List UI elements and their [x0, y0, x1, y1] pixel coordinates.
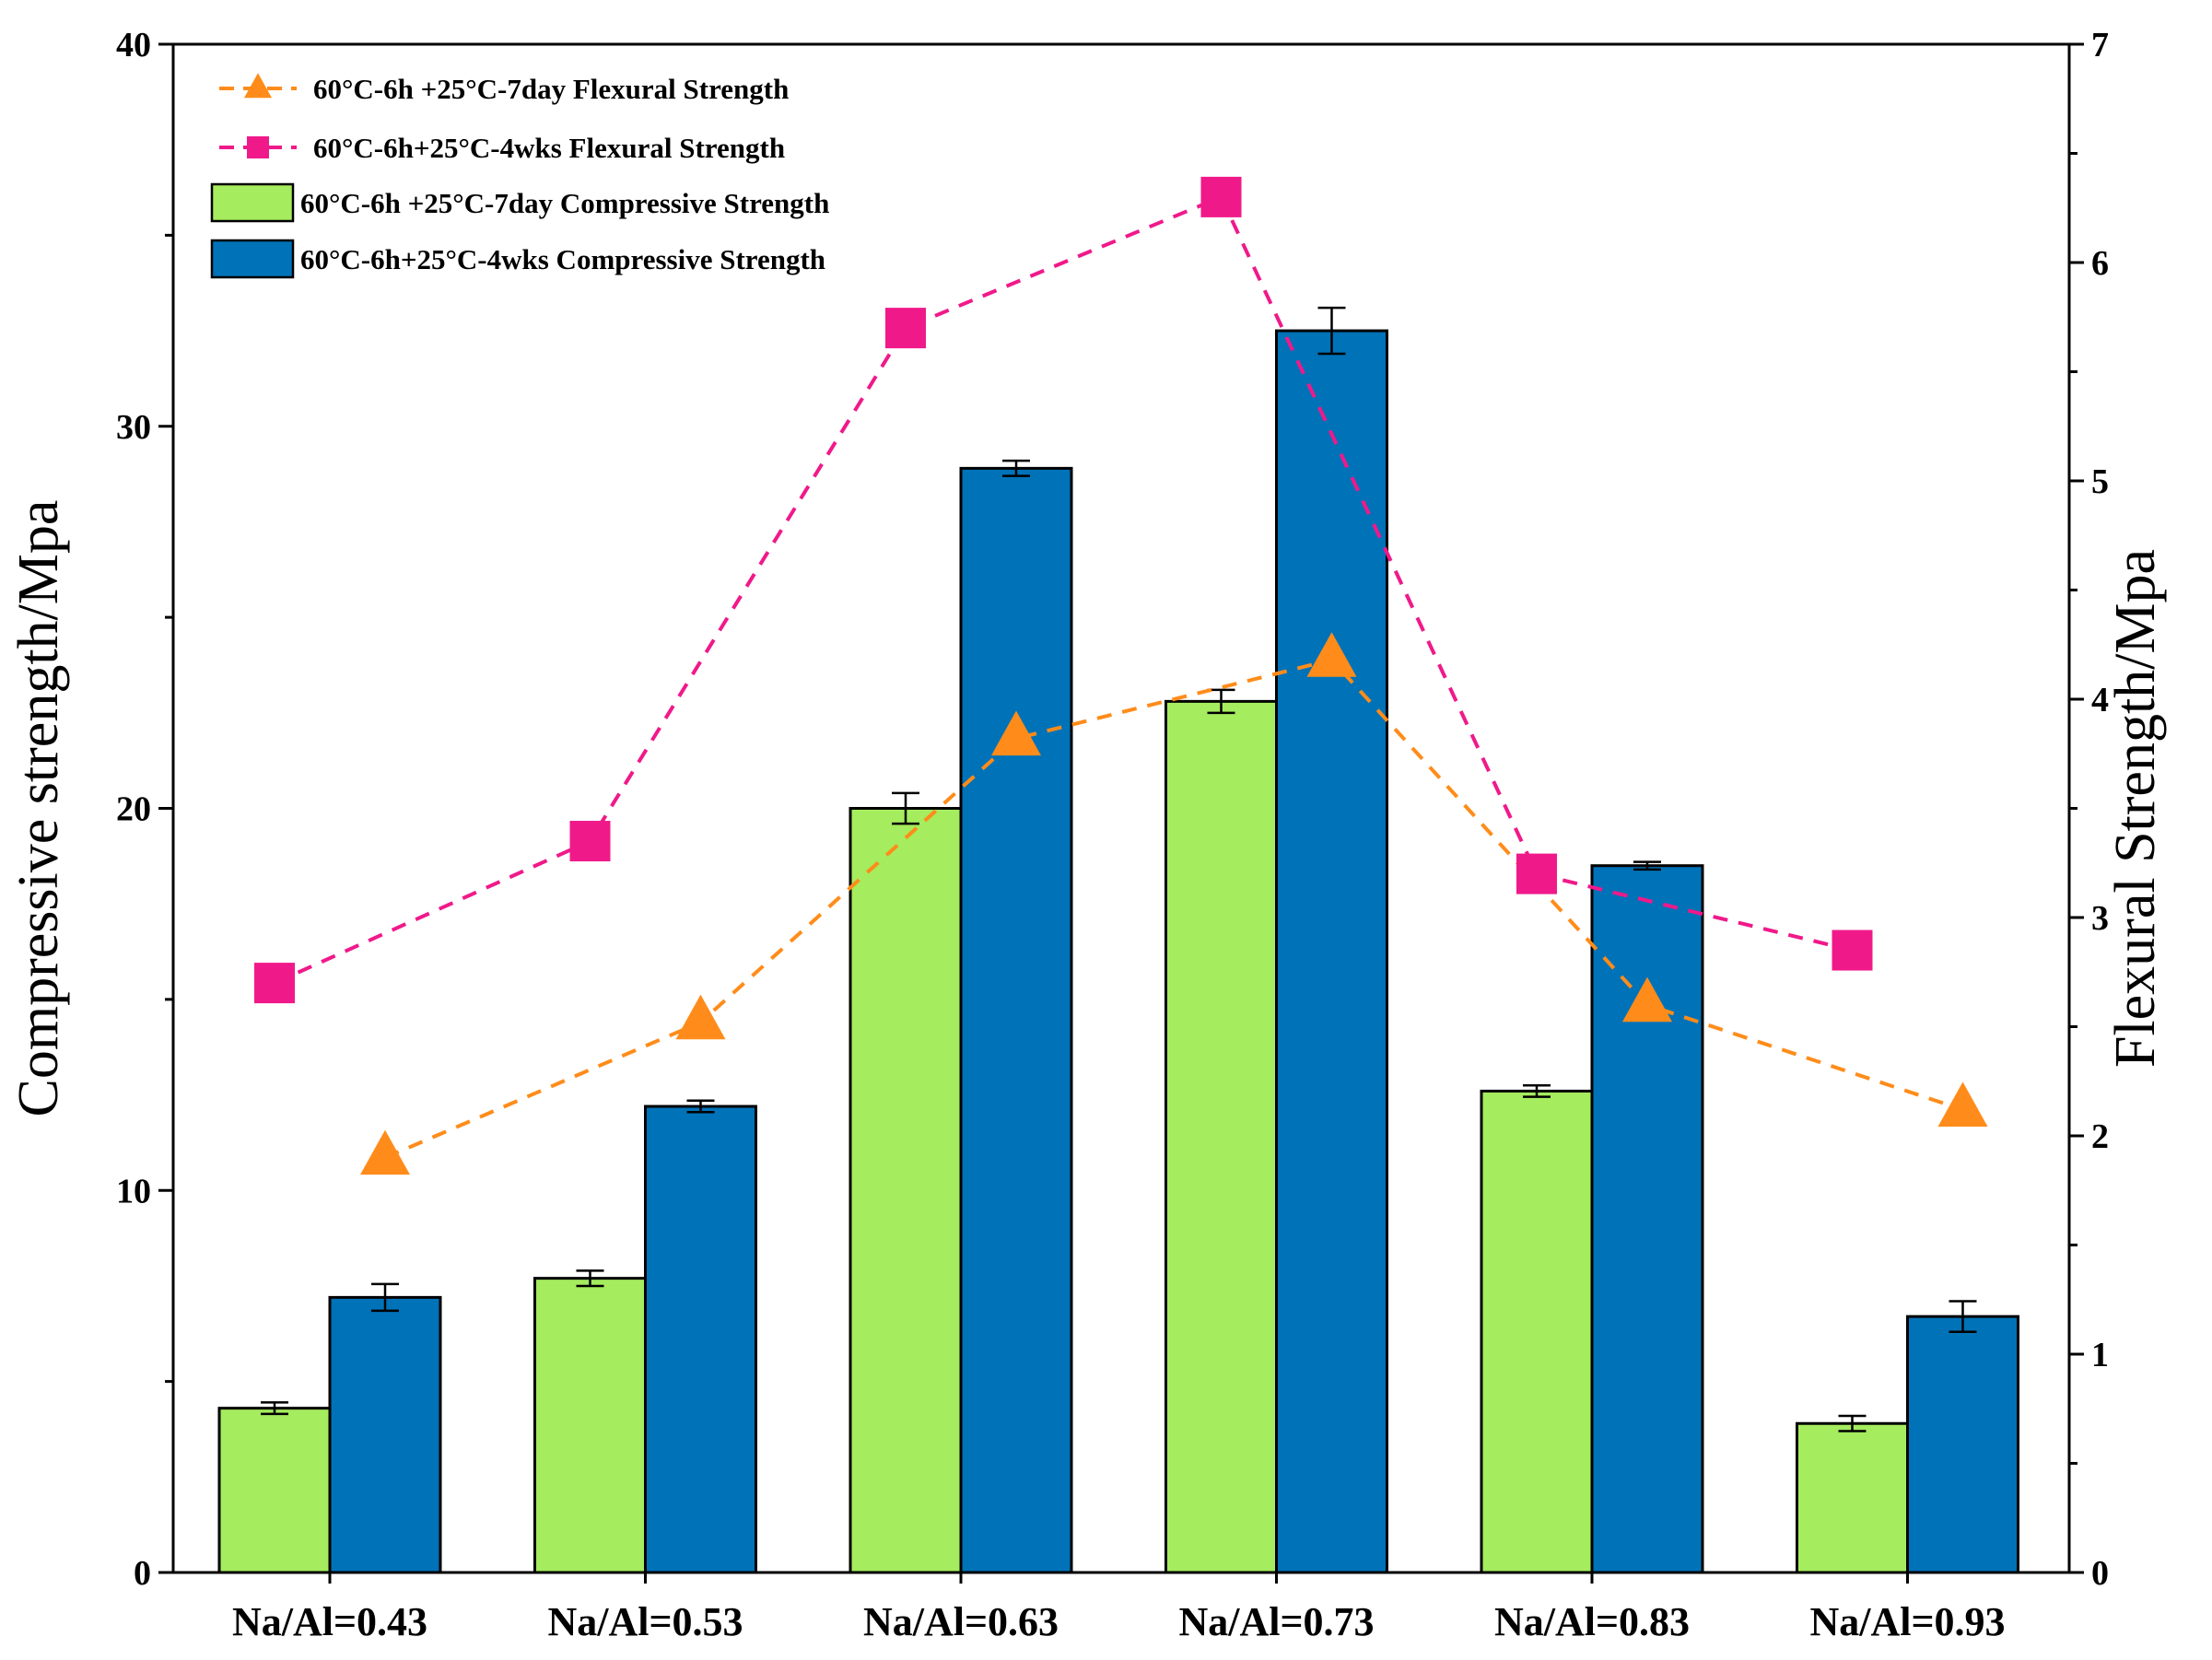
point-7day-flexural — [1622, 976, 1672, 1023]
bar-7day-compressive — [1165, 699, 1278, 1574]
point-4wks-flexural — [569, 821, 611, 862]
legend-triangle-marker — [244, 73, 272, 99]
category-label: Na/Al=0.43 — [232, 1599, 427, 1644]
bar-4wks-compressive — [644, 1105, 757, 1574]
left-tick-label: 0 — [134, 1554, 151, 1593]
point-7day-flexural — [1937, 1081, 1988, 1128]
point-7day-flexural — [1306, 632, 1357, 677]
right-tick-label: 2 — [2091, 1117, 2109, 1156]
bar-4wks-compressive — [328, 1295, 442, 1574]
point-7day-flexural — [991, 710, 1041, 756]
bar-4wks-compressive — [1590, 864, 1704, 1574]
left-tick-label: 20 — [116, 790, 151, 829]
bar-7day-compressive — [1480, 1089, 1594, 1574]
legend-square-marker — [247, 136, 269, 158]
left-tick-label: 10 — [116, 1172, 151, 1210]
point-7day-flexural — [360, 1129, 410, 1175]
legend-entry-label: 60°C-6h+25°C-4wks Compressive Strength — [300, 243, 825, 275]
right-tick-label: 3 — [2091, 899, 2109, 938]
bars-layer — [217, 306, 2019, 1574]
right-tick-label: 6 — [2091, 244, 2109, 283]
left-axis-title: Compressive strength/Mpa — [7, 500, 70, 1117]
point-7day-flexural — [675, 994, 726, 1040]
category-label: Na/Al=0.63 — [863, 1599, 1059, 1644]
legend: 60°C-6h +25°C-7day Flexural Strength 60°C… — [210, 73, 829, 279]
lines-layer — [254, 176, 1988, 1175]
point-4wks-flexural — [885, 308, 926, 349]
bar-7day-compressive — [1796, 1421, 1909, 1574]
bar-4wks-compressive — [1906, 1315, 2019, 1574]
bar-4wks-compressive — [959, 466, 1073, 1574]
right-tick-label: 5 — [2091, 462, 2109, 501]
bar-4wks-compressive — [1275, 329, 1388, 1574]
left-tick-label: 40 — [116, 26, 151, 64]
labels-layer: 0 10 20 30 40 0 1 2 3 4 5 6 7 Compressive strength/Mp… — [7, 26, 2167, 1644]
bar-7day-compressive — [849, 807, 963, 1574]
axes-layer — [158, 42, 2084, 1584]
category-label: Na/Al=0.93 — [1809, 1599, 2005, 1644]
point-4wks-flexural — [1200, 176, 1242, 217]
bar-7day-compressive — [533, 1277, 647, 1574]
point-4wks-flexural — [254, 963, 295, 1004]
category-label: Na/Al=0.73 — [1178, 1599, 1374, 1644]
point-4wks-flexural — [1832, 929, 1873, 971]
legend-entry-label: 60°C-6h +25°C-7day Flexural Strength — [313, 73, 789, 105]
category-label: Na/Al=0.83 — [1494, 1599, 1690, 1644]
right-tick-label: 4 — [2091, 681, 2109, 719]
line-7day-flexural — [384, 658, 1964, 1160]
legend-entry-label: 60°C-6h +25°C-7day Compressive Strength — [300, 187, 829, 219]
right-tick-label: 1 — [2091, 1336, 2109, 1374]
left-tick-label: 30 — [116, 408, 151, 447]
category-label: Na/Al=0.53 — [547, 1599, 743, 1644]
point-4wks-flexural — [1516, 853, 1557, 894]
bar-7day-compressive — [217, 1407, 332, 1574]
right-tick-label: 0 — [2091, 1554, 2109, 1593]
right-axis-title: Flexural Strength/Mpa — [2104, 549, 2167, 1068]
right-tick-label: 7 — [2091, 26, 2109, 64]
legend-bar-swatch — [210, 239, 295, 279]
legend-bar-swatch — [210, 182, 295, 223]
legend-entry-label: 60°C-6h+25°C-4wks Flexural Strength — [313, 132, 785, 164]
line-4wks-flexural — [274, 194, 1853, 985]
